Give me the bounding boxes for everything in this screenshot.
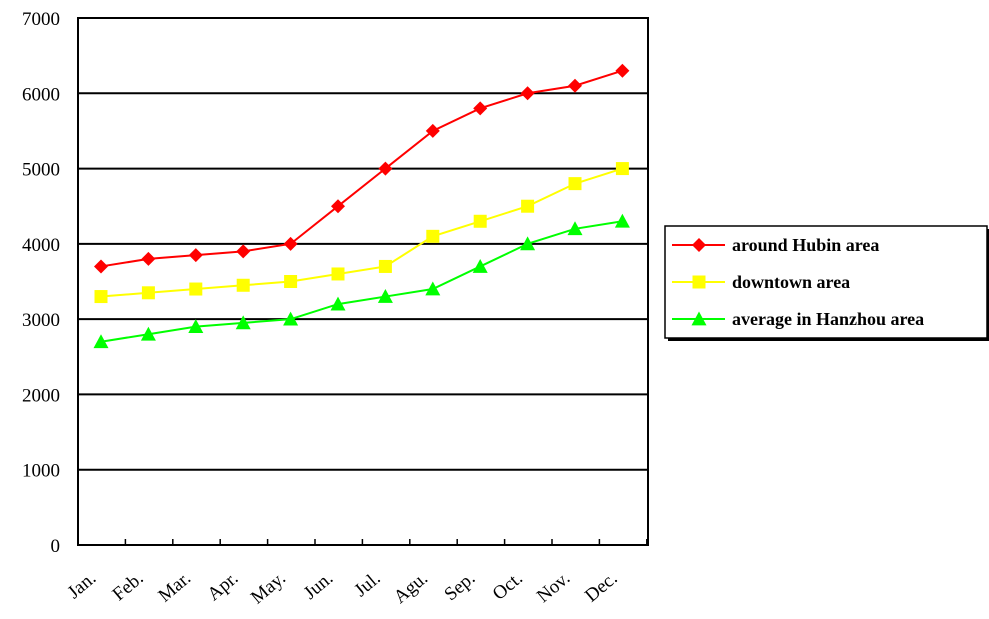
- data-point: [520, 236, 536, 251]
- y-tick-label: 7000: [22, 9, 60, 30]
- x-tick-label: Jan.: [64, 568, 101, 603]
- data-point: [140, 326, 156, 341]
- gridlines: [78, 92, 648, 471]
- legend-label: around Hubin area: [732, 235, 879, 255]
- x-tick-label: Feb.: [109, 568, 148, 605]
- data-point: [331, 199, 345, 214]
- y-tick-label: 2000: [22, 385, 60, 406]
- data-point: [521, 199, 535, 213]
- data-point: [236, 278, 250, 292]
- series-line: [100, 220, 623, 343]
- data-point: [331, 267, 345, 281]
- data-point: [473, 214, 487, 228]
- legend-marker: [692, 238, 706, 252]
- data-point: [426, 229, 440, 243]
- data-point: [283, 236, 298, 251]
- data-point: [93, 334, 109, 349]
- data-point: [425, 123, 440, 138]
- series-triangle: [93, 213, 630, 349]
- series-line: [100, 69, 623, 268]
- data-point: [141, 251, 156, 266]
- data-point: [283, 311, 299, 326]
- series-diamond: [94, 63, 630, 274]
- series-line: [100, 167, 623, 298]
- legend: around Hubin area downtown area average in…: [664, 225, 989, 341]
- data-point: [568, 177, 582, 191]
- legend-item: average in Hanzhou area: [672, 309, 924, 329]
- plot-area-frame: [77, 17, 649, 546]
- data-point: [141, 286, 155, 300]
- x-tick-label: Sep.: [440, 568, 479, 605]
- legend-label: average in Hanzhou area: [732, 309, 924, 329]
- series-square: [94, 162, 629, 304]
- data-point: [425, 281, 441, 296]
- data-point: [614, 213, 630, 228]
- data-point: [567, 221, 583, 236]
- x-tick-label: Oct.: [489, 568, 527, 605]
- legend-item: around Hubin area: [672, 235, 879, 255]
- data-point: [473, 101, 488, 116]
- legend-marker: [692, 275, 706, 289]
- x-tick-label: May.: [247, 568, 290, 609]
- data-point: [568, 78, 582, 93]
- data-point: [377, 289, 393, 303]
- x-tick-label: Jun.: [300, 568, 337, 604]
- data-point: [94, 259, 108, 274]
- x-tick-label: Dec.: [581, 568, 622, 607]
- data-point: [330, 296, 346, 311]
- y-tick-label: 5000: [22, 160, 60, 181]
- x-tick-label: Mar.: [154, 568, 195, 607]
- legend-marker: [691, 311, 707, 326]
- y-tick-label: 3000: [22, 310, 60, 331]
- series-group: [93, 63, 630, 349]
- data-point: [472, 258, 488, 273]
- y-axis-tick-labels: 0 1000 2000 3000 4000 5000 6000 7000: [22, 9, 60, 557]
- data-point: [235, 315, 251, 330]
- x-tick-label: Apr.: [203, 568, 242, 605]
- x-tick-label: Agu.: [390, 568, 432, 608]
- y-tick-label: 1000: [22, 461, 60, 482]
- data-point: [188, 319, 204, 334]
- x-tick-label: Jul.: [350, 568, 384, 601]
- data-point: [378, 161, 393, 176]
- legend-label: downtown area: [732, 272, 850, 292]
- y-tick-label: 6000: [22, 84, 60, 105]
- legend-item: downtown area: [672, 272, 850, 292]
- data-point: [615, 63, 630, 78]
- y-tick-label: 4000: [22, 235, 60, 256]
- data-point: [520, 86, 535, 101]
- data-point: [284, 275, 298, 288]
- data-point: [236, 244, 251, 259]
- data-point: [378, 259, 392, 273]
- data-point: [615, 162, 629, 176]
- data-point: [94, 290, 108, 304]
- data-point: [189, 282, 203, 296]
- x-tick-label: Nov.: [533, 568, 574, 607]
- x-axis-tick-labels: Jan. Feb. Mar. Apr. May. Jun. Jul. Agu. Sep. Oct.…: [64, 568, 622, 609]
- data-point: [188, 248, 203, 263]
- y-tick-label: 0: [51, 536, 61, 557]
